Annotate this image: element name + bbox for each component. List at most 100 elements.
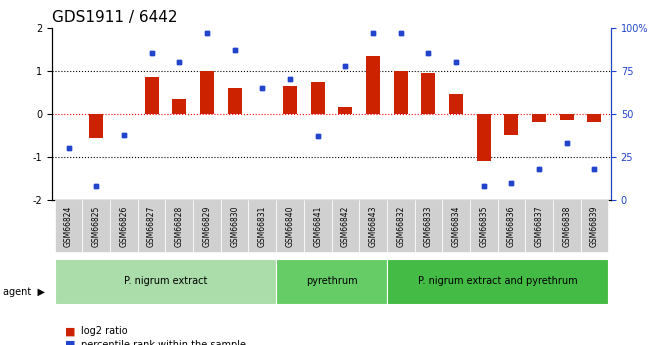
- Point: [534, 166, 544, 172]
- FancyBboxPatch shape: [580, 200, 608, 252]
- Point: [202, 30, 212, 36]
- Text: GSM66835: GSM66835: [479, 205, 488, 247]
- Bar: [449, 95, 463, 114]
- Text: P. nigrum extract and pyrethrum: P. nigrum extract and pyrethrum: [418, 276, 577, 286]
- Text: agent  ▶: agent ▶: [3, 287, 46, 296]
- Text: P. nigrum extract: P. nigrum extract: [124, 276, 207, 286]
- Point: [313, 134, 323, 139]
- Text: GSM66832: GSM66832: [396, 205, 405, 247]
- Text: GSM66839: GSM66839: [590, 205, 599, 247]
- Text: GSM66826: GSM66826: [120, 205, 129, 247]
- Bar: [477, 114, 491, 161]
- FancyBboxPatch shape: [497, 200, 525, 252]
- FancyBboxPatch shape: [415, 200, 442, 252]
- Point: [534, 166, 544, 172]
- Point: [562, 140, 572, 146]
- FancyBboxPatch shape: [248, 200, 276, 252]
- FancyBboxPatch shape: [276, 259, 387, 304]
- Bar: [504, 114, 518, 136]
- Bar: [532, 114, 546, 122]
- Point: [340, 63, 350, 68]
- Point: [91, 184, 101, 189]
- Point: [368, 30, 378, 36]
- Text: GSM66829: GSM66829: [202, 205, 211, 247]
- Text: GSM66831: GSM66831: [258, 205, 266, 247]
- Bar: [227, 88, 242, 114]
- Text: GSM66837: GSM66837: [534, 205, 543, 247]
- Point: [478, 184, 489, 189]
- Bar: [394, 71, 408, 114]
- Text: GSM66833: GSM66833: [424, 205, 433, 247]
- FancyBboxPatch shape: [110, 200, 138, 252]
- Bar: [145, 77, 159, 114]
- Point: [202, 30, 212, 36]
- Point: [146, 51, 157, 56]
- Point: [119, 132, 129, 137]
- FancyBboxPatch shape: [442, 200, 470, 252]
- Point: [229, 47, 240, 53]
- FancyBboxPatch shape: [470, 200, 497, 252]
- FancyBboxPatch shape: [525, 200, 553, 252]
- Text: GSM66827: GSM66827: [147, 205, 156, 247]
- Point: [257, 85, 268, 91]
- Text: pyrethrum: pyrethrum: [306, 276, 358, 286]
- FancyBboxPatch shape: [55, 200, 83, 252]
- Text: GSM66824: GSM66824: [64, 205, 73, 247]
- Point: [478, 184, 489, 189]
- Bar: [339, 107, 352, 114]
- FancyBboxPatch shape: [276, 200, 304, 252]
- Bar: [200, 71, 214, 114]
- Point: [423, 51, 434, 56]
- Bar: [421, 73, 436, 114]
- Bar: [588, 114, 601, 122]
- Point: [506, 180, 517, 186]
- Text: GSM66842: GSM66842: [341, 205, 350, 247]
- Point: [91, 184, 101, 189]
- Point: [506, 180, 517, 186]
- Point: [229, 47, 240, 53]
- Bar: [366, 56, 380, 114]
- Point: [146, 51, 157, 56]
- Bar: [560, 114, 574, 120]
- Point: [64, 146, 74, 151]
- Text: GSM66825: GSM66825: [92, 205, 101, 247]
- FancyBboxPatch shape: [387, 259, 608, 304]
- Point: [562, 140, 572, 146]
- Point: [423, 51, 434, 56]
- Point: [257, 85, 268, 91]
- FancyBboxPatch shape: [193, 200, 221, 252]
- Bar: [89, 114, 103, 138]
- Text: GSM66836: GSM66836: [507, 205, 516, 247]
- Point: [174, 59, 185, 65]
- FancyBboxPatch shape: [55, 259, 276, 304]
- Point: [64, 146, 74, 151]
- FancyBboxPatch shape: [359, 200, 387, 252]
- FancyBboxPatch shape: [138, 200, 166, 252]
- Text: GSM66843: GSM66843: [369, 205, 378, 247]
- FancyBboxPatch shape: [83, 200, 110, 252]
- Text: GSM66841: GSM66841: [313, 205, 322, 247]
- Point: [119, 132, 129, 137]
- Point: [368, 30, 378, 36]
- FancyBboxPatch shape: [387, 200, 415, 252]
- Text: percentile rank within the sample: percentile rank within the sample: [81, 340, 246, 345]
- Point: [285, 77, 295, 82]
- Bar: [283, 86, 297, 114]
- Point: [589, 166, 599, 172]
- FancyBboxPatch shape: [166, 200, 193, 252]
- FancyBboxPatch shape: [332, 200, 359, 252]
- Point: [174, 59, 185, 65]
- FancyBboxPatch shape: [221, 200, 248, 252]
- Text: GSM66838: GSM66838: [562, 205, 571, 247]
- Bar: [311, 81, 324, 114]
- Text: GDS1911 / 6442: GDS1911 / 6442: [52, 10, 177, 25]
- Text: ■: ■: [65, 326, 75, 336]
- FancyBboxPatch shape: [553, 200, 580, 252]
- Point: [589, 166, 599, 172]
- Text: GSM66840: GSM66840: [285, 205, 294, 247]
- Point: [313, 134, 323, 139]
- Point: [451, 59, 462, 65]
- Point: [395, 30, 406, 36]
- Text: GSM66828: GSM66828: [175, 205, 184, 247]
- Bar: [172, 99, 186, 114]
